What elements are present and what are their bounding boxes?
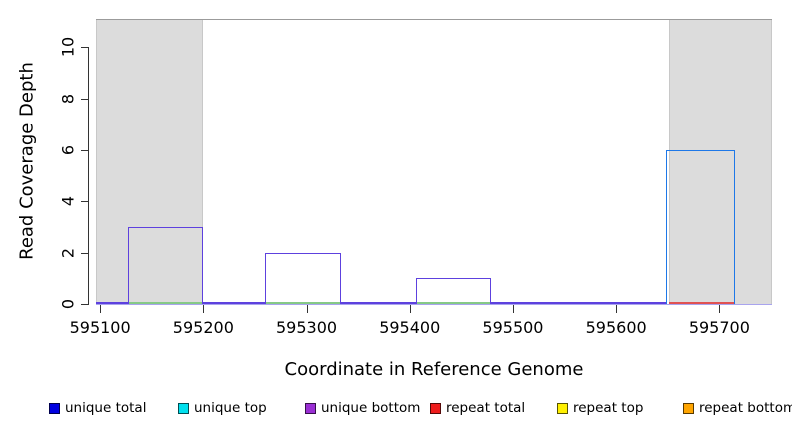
legend-label: repeat bottom (699, 400, 792, 416)
legend-swatch (178, 403, 189, 414)
x-tick (100, 305, 102, 313)
x-tick-label: 595500 (482, 318, 544, 337)
y-axis-line (88, 47, 89, 305)
y-tick (81, 201, 89, 203)
y-tick-label: 0 (58, 298, 78, 310)
x-tick-label: 595400 (379, 318, 441, 337)
y-tick-label: 2 (58, 247, 78, 258)
zero-line-segment (340, 302, 416, 304)
plot-area (96, 19, 772, 305)
zero-line-segment (265, 302, 341, 304)
y-tick-label: 10 (58, 37, 78, 58)
y-axis-title: Read Coverage Depth (16, 62, 38, 260)
legend-label: unique bottom (321, 400, 421, 416)
zero-line-base (96, 303, 772, 306)
x-tick-label: 595100 (69, 318, 131, 337)
x-tick (203, 305, 205, 313)
x-tick (719, 305, 721, 313)
x-tick-label: 595200 (172, 318, 234, 337)
y-tick (81, 47, 89, 49)
legend-swatch (305, 403, 316, 414)
coverage-bar (127, 226, 204, 304)
legend-swatch (557, 403, 568, 414)
legend-label: repeat top (573, 400, 644, 416)
zero-line-segment (96, 302, 128, 304)
legend-swatch (430, 403, 441, 414)
x-tick-label: 595300 (275, 318, 338, 337)
coverage-bar (665, 149, 735, 304)
x-tick (616, 305, 618, 313)
legend-label: unique top (194, 400, 267, 416)
y-tick (81, 149, 89, 151)
y-tick (81, 98, 89, 100)
repeat-region-rect (96, 20, 204, 305)
zero-line-segment (668, 302, 735, 304)
x-tick-label: 595700 (688, 318, 750, 337)
x-tick (409, 305, 411, 313)
zero-line-segment (415, 302, 492, 304)
legend-swatch (49, 403, 60, 414)
legend-label: unique total (65, 400, 147, 416)
zero-line-segment (491, 302, 666, 304)
y-tick-label: 4 (58, 196, 78, 207)
zero-line-segment (127, 302, 204, 304)
legend-label: repeat total (446, 400, 526, 416)
y-tick (81, 252, 89, 254)
y-tick-label: 6 (58, 144, 78, 156)
x-tick (306, 305, 308, 313)
legend-swatch (683, 403, 694, 414)
y-tick (81, 304, 89, 305)
x-tick (512, 305, 514, 313)
x-axis-title: Coordinate in Reference Genome (284, 359, 584, 380)
repeat-region-rect (668, 20, 772, 305)
zero-line-segment (203, 302, 266, 304)
coverage-bar (415, 278, 492, 304)
coverage-bar (265, 252, 341, 304)
y-tick-label: 8 (58, 93, 78, 104)
x-tick-label: 595600 (585, 318, 647, 337)
